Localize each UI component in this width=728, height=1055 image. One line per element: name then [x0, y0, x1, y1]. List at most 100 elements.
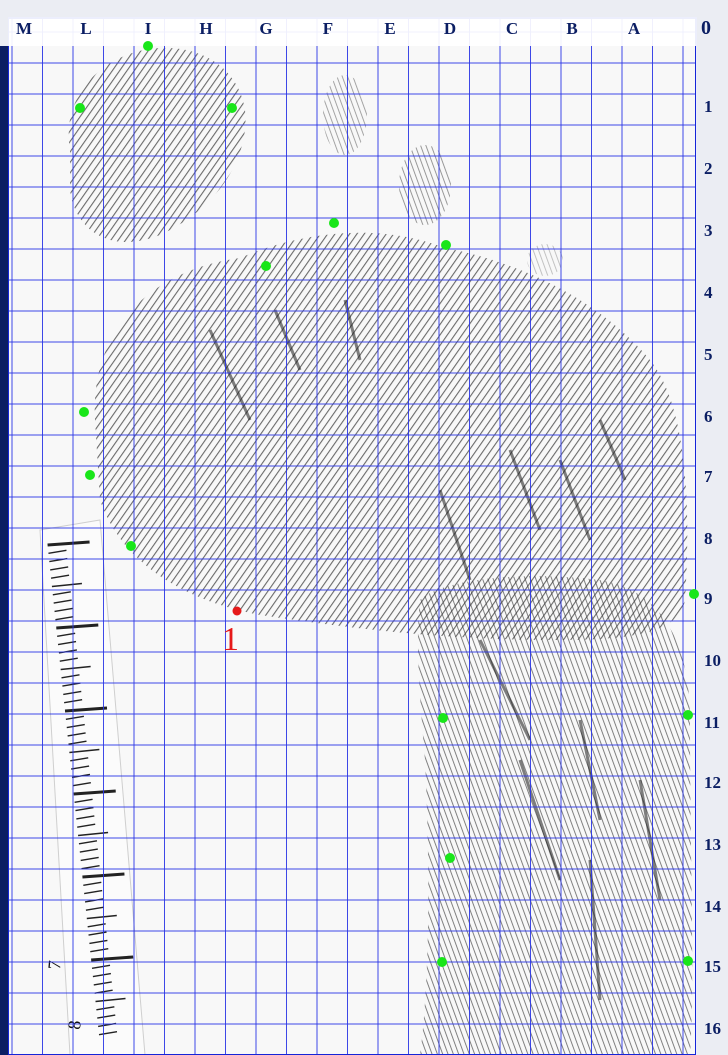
toe-print-2 [323, 75, 367, 155]
ruler-tick [53, 599, 72, 604]
ruler-tick [55, 616, 74, 621]
ruler-tick [81, 865, 100, 870]
row-label: 11 [704, 713, 720, 732]
row-label: 12 [704, 773, 721, 792]
ruler-tick [93, 981, 112, 986]
measurement-ruler: 7 8 [39, 519, 146, 1055]
row-label: 9 [704, 589, 713, 608]
column-label: E [384, 19, 395, 38]
forefoot-print [94, 232, 688, 640]
column-label: I [145, 19, 152, 38]
ruler-tick [87, 923, 106, 928]
ruler-tick [75, 806, 94, 812]
column-label: F [323, 19, 333, 38]
column-label: 0 [701, 17, 711, 39]
ruler-tick [91, 955, 134, 962]
ruler-tick [52, 591, 71, 596]
landmark-dot[interactable] [689, 589, 699, 599]
ruler-tick [91, 964, 111, 969]
ruler-tick [79, 848, 98, 853]
big-toe-print [68, 47, 246, 243]
column-label: L [80, 19, 91, 38]
row-label: 4 [704, 283, 713, 302]
ruler-tick [47, 540, 90, 547]
row-label: 15 [704, 957, 721, 976]
landmark-dot[interactable] [329, 218, 339, 228]
ruler-tick [59, 657, 78, 662]
row-label-band [696, 46, 728, 1055]
ruler-tick [98, 1031, 118, 1036]
column-label: A [628, 19, 641, 38]
ruler-ticks [47, 540, 134, 1036]
ruler-tick [97, 1014, 116, 1019]
ruler-tick [69, 748, 100, 754]
marker-dot[interactable] [232, 606, 242, 616]
landmark-dot[interactable] [227, 103, 237, 113]
ruler-tick [67, 732, 86, 737]
row-label: 1 [704, 97, 713, 116]
landmark-dot[interactable] [75, 103, 85, 113]
ruler-tick [57, 632, 76, 637]
ruler-tick [90, 948, 109, 953]
marker-label: 1 [222, 621, 239, 658]
landmark-dot[interactable] [437, 957, 447, 967]
ruler-tick [74, 798, 93, 803]
row-label: 8 [704, 529, 713, 548]
ruler-tick [85, 906, 105, 911]
ruler-tick [78, 840, 98, 845]
ruler-tick [64, 706, 108, 713]
ruler-tick [96, 1006, 115, 1011]
ruler-tick [50, 566, 69, 571]
landmark-dot[interactable] [126, 541, 136, 551]
row-label: 16 [704, 1019, 721, 1038]
ruler-tick [95, 997, 126, 1003]
landmark-points [75, 41, 699, 967]
ruler-tick [62, 682, 81, 687]
landmark-dot[interactable] [79, 407, 89, 417]
column-label: D [444, 19, 456, 38]
ruler-tick [89, 939, 108, 945]
toe-print-4 [527, 244, 563, 276]
ruler-tick [77, 823, 96, 828]
landmark-dot[interactable] [683, 956, 693, 966]
footprint-impression [68, 47, 693, 1055]
column-label: M [16, 19, 32, 38]
row-label: 14 [704, 897, 722, 916]
ruler-tick [65, 715, 84, 720]
row-label: 3 [704, 221, 713, 240]
marker-1[interactable]: 1 [222, 606, 242, 659]
ruler-tick [73, 789, 116, 796]
row-label: 6 [704, 407, 713, 426]
toe-print-3 [399, 145, 451, 225]
ruler-label-7: 7 [44, 960, 65, 971]
heel-print [417, 576, 693, 1055]
ruler-tick [54, 607, 73, 613]
ruler-tick [56, 623, 99, 630]
row-label: 5 [704, 345, 713, 364]
ruler-tick [61, 674, 80, 679]
landmark-dot[interactable] [85, 470, 95, 480]
row-label: 7 [704, 467, 713, 486]
ruler-tick [68, 740, 87, 745]
landmark-dot[interactable] [683, 710, 693, 720]
ruler-tick [51, 582, 83, 588]
ruler-tick [63, 690, 82, 696]
ruler-tick [76, 815, 95, 820]
landmark-dot[interactable] [441, 240, 451, 250]
ruler-tick [84, 889, 103, 895]
column-label-band [0, 0, 728, 46]
landmark-dot[interactable] [143, 41, 153, 51]
ruler-tick [70, 765, 90, 770]
ruler-tick [92, 972, 112, 978]
ruler-label-8: 8 [64, 1020, 85, 1031]
landmark-dot[interactable] [261, 261, 271, 271]
ruler-tick [72, 782, 91, 787]
row-label: 2 [704, 159, 713, 178]
ruler-tick [60, 665, 91, 671]
landmark-dot[interactable] [438, 713, 448, 723]
landmark-dot[interactable] [445, 853, 455, 863]
ruler-tick [83, 881, 102, 886]
